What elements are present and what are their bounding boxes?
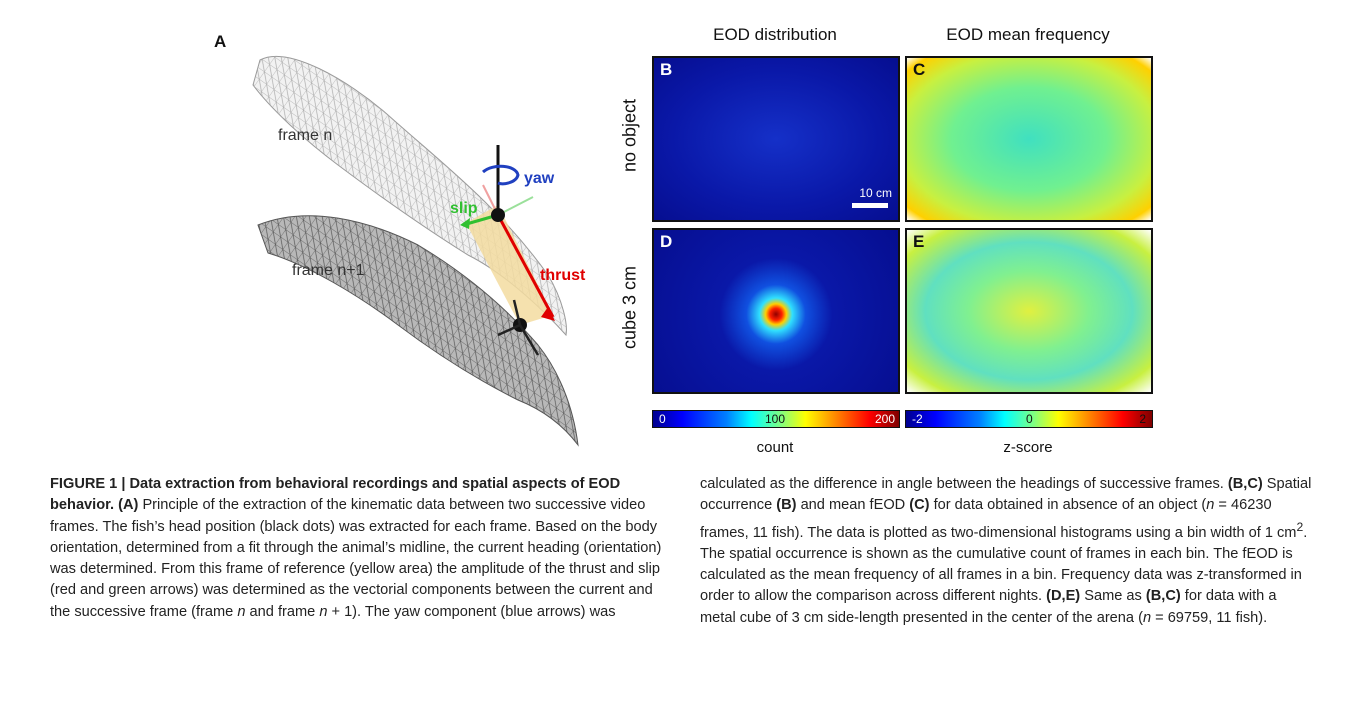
caption-run: and frame	[245, 604, 319, 620]
yaw-label: yaw	[524, 170, 555, 187]
heatmap: E	[905, 228, 1153, 394]
caption-run: (D,E)	[1046, 588, 1080, 604]
column-title: EOD mean frequency	[905, 25, 1151, 45]
figure-caption: FIGURE 1 | Data extraction from behavior…	[50, 474, 1312, 629]
caption-run: Same as	[1080, 588, 1146, 604]
row-label: cube 3 cm	[620, 226, 641, 390]
row-label: no object	[620, 54, 641, 218]
colorbar-label: count	[652, 439, 898, 456]
colorbar-tick: -2	[912, 412, 923, 426]
panel-label: D	[660, 232, 672, 252]
scale-label: 10 cm	[859, 186, 892, 200]
panel-label: E	[913, 232, 924, 252]
panel-label: A	[214, 32, 226, 51]
scale-bar	[852, 203, 888, 208]
fish-label: frame n	[278, 127, 332, 144]
caption-run: n	[1143, 610, 1151, 626]
heatmap: B 10 cm	[652, 56, 900, 222]
thrust-label: thrust	[540, 267, 586, 284]
heatmap: C	[905, 56, 1153, 222]
caption-run: (C)	[909, 497, 929, 513]
caption-run: = 69759, 11 fish).	[1151, 610, 1267, 626]
colorbar-tick: 100	[765, 412, 785, 426]
caption-run: and mean fEOD	[797, 497, 910, 513]
page: {"figure":{"panel_a":{"label":"A","frame…	[0, 0, 1356, 718]
colorbar-tick: 200	[875, 412, 895, 426]
caption-run: (B,C)	[1146, 588, 1181, 604]
caption-run: for data obtained in absence of an objec…	[930, 497, 1207, 513]
caption-run: Principle of the extraction of the kinem…	[50, 497, 661, 619]
heatmap: D	[652, 228, 900, 394]
caption-run: (B,C)	[1228, 476, 1263, 492]
column-title: EOD distribution	[652, 25, 898, 45]
colorbar-tick: 0	[659, 412, 666, 426]
colorbar-tick: 2	[1139, 412, 1146, 426]
caption-run: (B)	[776, 497, 796, 513]
colorbar: 0 100 200	[652, 410, 900, 428]
fish-diagram: A frame n frame n+1 yaw slip thrust	[198, 25, 638, 455]
figure: A frame n frame n+1 yaw slip thrust EOD …	[48, 14, 1310, 459]
slip-label: slip	[450, 200, 478, 217]
panel-label: C	[913, 60, 925, 80]
colorbar: -2 0 2	[905, 410, 1153, 428]
colorbar-tick: 0	[1026, 412, 1033, 426]
colorbar-label: z-score	[905, 439, 1151, 456]
panel-label: B	[660, 60, 672, 80]
fish-label: frame n+1	[292, 262, 365, 279]
